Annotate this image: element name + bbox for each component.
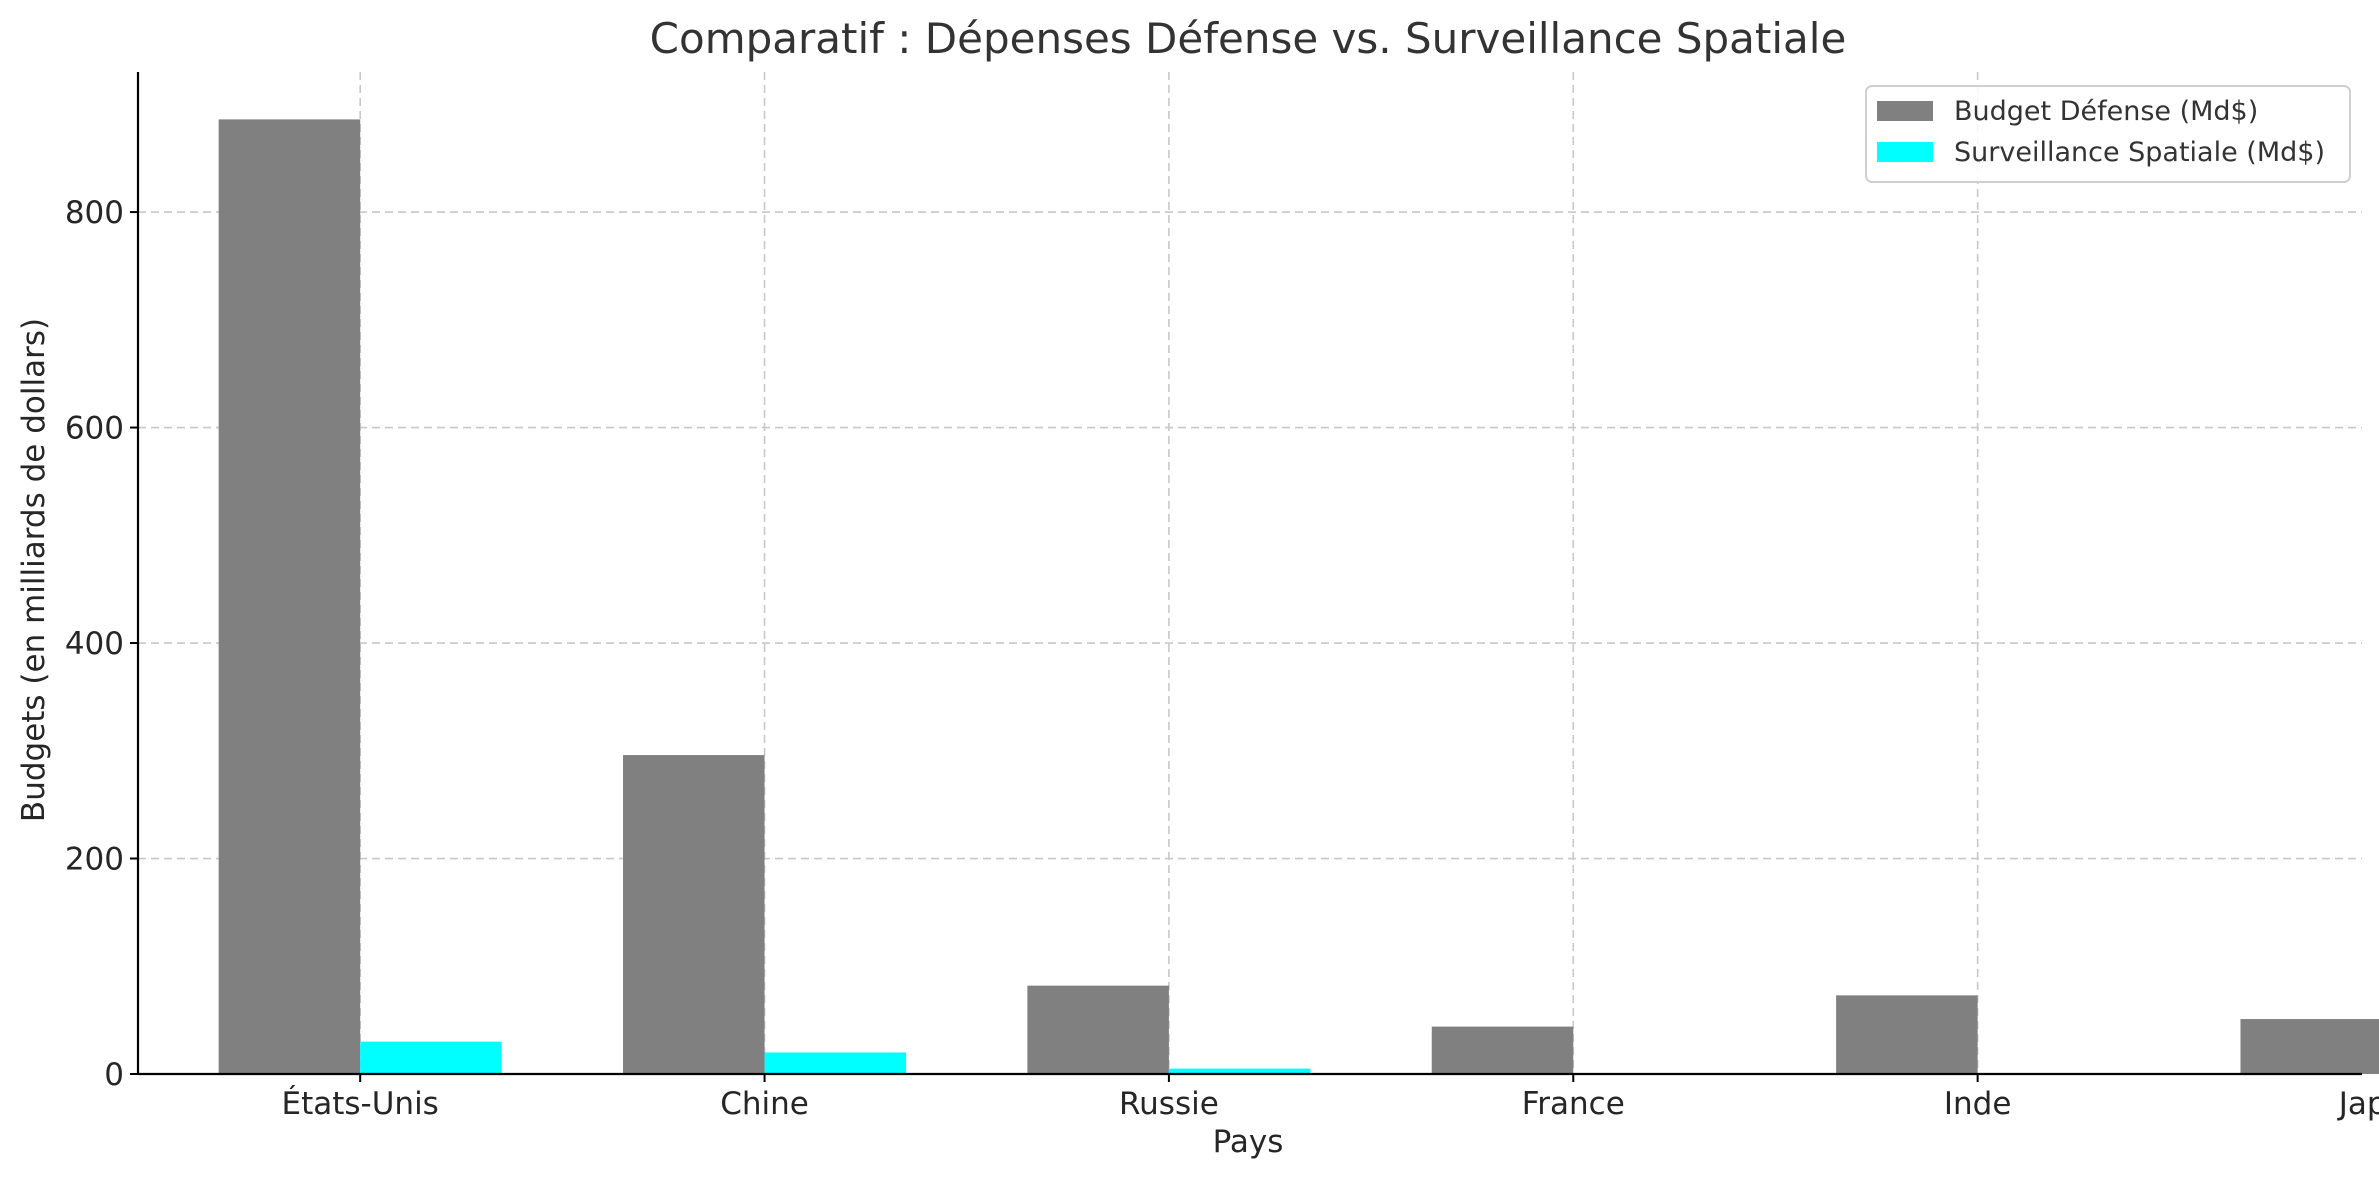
- x-tick-label: Chine: [720, 1086, 809, 1122]
- legend-label: Surveillance Spatiale (Md$): [1954, 137, 2325, 168]
- bar-surveillance: [764, 1052, 907, 1074]
- legend-swatch: [1877, 101, 1933, 121]
- y-tick-label: 200: [65, 842, 124, 878]
- bar-defense: [1027, 985, 1169, 1074]
- y-tick-label: 600: [65, 411, 124, 447]
- bars: [218, 119, 2379, 1075]
- legend-swatch: [1877, 142, 1933, 162]
- bar-surveillance: [1168, 1068, 1311, 1074]
- bar-defense: [623, 755, 765, 1074]
- bar-defense: [2240, 1019, 2379, 1074]
- bar-surveillance: [360, 1041, 502, 1074]
- x-axis-label: Pays: [1213, 1124, 1284, 1160]
- x-tick-label: États-Unis: [282, 1086, 439, 1122]
- y-tick-label: 800: [65, 195, 124, 231]
- grid-lines: [138, 72, 2362, 1074]
- bar-defense: [218, 119, 361, 1075]
- axes: [136, 72, 2362, 1076]
- y-tick-label: 0: [104, 1057, 124, 1093]
- x-tick-label: Japon: [2337, 1086, 2379, 1122]
- bar-defense: [1431, 1026, 1574, 1074]
- legend-label: Budget Défense (Md$): [1954, 96, 2258, 127]
- y-tick-label: 400: [65, 626, 124, 662]
- x-tick-label: France: [1522, 1086, 1625, 1122]
- y-axis-label: Budgets (en milliards de dollars): [16, 318, 52, 822]
- bar-defense: [1836, 995, 1978, 1074]
- legend-box: [1865, 85, 2351, 183]
- chart-title: Comparatif : Dépenses Défense vs. Survei…: [650, 14, 1847, 63]
- tick-labels: 0 200 400 600 800 États-Unis Chine Russie France…: [65, 195, 2379, 1122]
- legend: Budget Défense (Md$) Surveillance Spatial…: [1865, 85, 2351, 183]
- x-tick-label: Inde: [1944, 1086, 2012, 1122]
- x-tick-label: Russie: [1119, 1086, 1219, 1122]
